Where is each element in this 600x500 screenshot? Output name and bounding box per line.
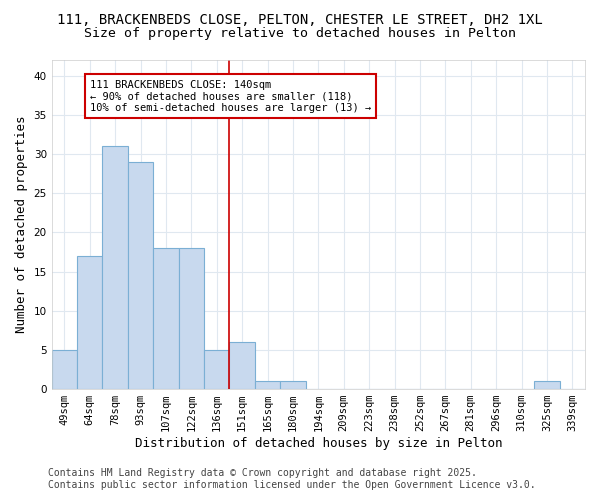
Y-axis label: Number of detached properties: Number of detached properties (15, 116, 28, 334)
X-axis label: Distribution of detached houses by size in Pelton: Distribution of detached houses by size … (134, 437, 502, 450)
Text: 111 BRACKENBEDS CLOSE: 140sqm
← 90% of detached houses are smaller (118)
10% of : 111 BRACKENBEDS CLOSE: 140sqm ← 90% of d… (90, 80, 371, 113)
Bar (52, 350, 77, 389)
Bar (534, 381, 560, 389)
Bar (128, 162, 153, 389)
Text: 111, BRACKENBEDS CLOSE, PELTON, CHESTER LE STREET, DH2 1XL: 111, BRACKENBEDS CLOSE, PELTON, CHESTER … (57, 12, 543, 26)
Bar (179, 248, 204, 389)
Bar (103, 146, 128, 389)
Bar (255, 381, 280, 389)
Text: Size of property relative to detached houses in Pelton: Size of property relative to detached ho… (84, 28, 516, 40)
Text: Contains HM Land Registry data © Crown copyright and database right 2025.
Contai: Contains HM Land Registry data © Crown c… (48, 468, 536, 490)
Bar (229, 342, 255, 389)
Bar (77, 256, 103, 389)
Bar (204, 350, 229, 389)
Bar (153, 248, 179, 389)
Bar (280, 381, 305, 389)
